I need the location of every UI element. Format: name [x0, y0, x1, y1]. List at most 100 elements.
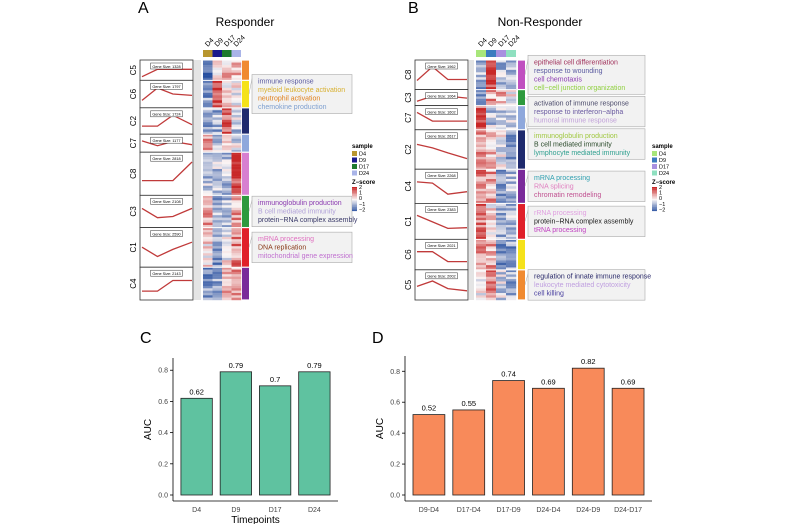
heatmap-cell — [476, 151, 487, 155]
heatmap-cell — [222, 119, 232, 123]
zscore-gradient-step — [352, 209, 357, 212]
heatmap-cell — [476, 260, 487, 263]
heatmap-cell — [496, 124, 507, 128]
zscore-tick: −2 — [659, 207, 665, 213]
enrichment-annotation: activation of immune response response to… — [524, 95, 646, 128]
heatmap-cell — [212, 236, 223, 240]
heatmap-cell — [506, 60, 517, 63]
heatmap-cell — [496, 122, 507, 126]
heatmap-cell — [203, 171, 213, 174]
sample-label: D24 — [507, 34, 521, 48]
heatmap-cell — [496, 103, 507, 106]
heatmap-cell — [506, 295, 517, 298]
heatmap-cell — [496, 82, 507, 85]
heatmap-cell — [212, 127, 223, 130]
heatmap-cell — [486, 283, 497, 287]
heatmap-cell — [496, 166, 507, 170]
heatmap-cell — [212, 124, 223, 128]
heatmap-cell — [222, 229, 232, 233]
legend-zscore-title: Z−score — [352, 180, 376, 186]
heatmap-cell — [476, 69, 487, 73]
bar-d24-d9 — [571, 367, 605, 496]
heatmap-cell — [476, 142, 487, 145]
heatmap-cell — [203, 60, 213, 63]
heatmap-cell — [231, 262, 242, 266]
heatmap-cell — [222, 222, 232, 226]
heatmap-cell — [212, 90, 223, 94]
gene-size-box — [150, 154, 183, 162]
heatmap-cell — [231, 197, 242, 201]
heatmap-cell — [496, 200, 507, 204]
heatmap-cell — [496, 115, 507, 118]
heatmap-cell — [476, 84, 487, 88]
heatmap-cell — [506, 246, 517, 249]
y-tick-label: 0.8 — [390, 369, 400, 376]
bar-d4 — [180, 397, 213, 496]
go-term: immune response — [258, 79, 314, 86]
heatmap-cell — [212, 200, 223, 203]
zscore-gradient-step — [652, 187, 657, 189]
legend-swatch — [352, 164, 357, 169]
gene-size-label: Gene Size: 2143 — [152, 272, 180, 276]
heatmap-cell — [506, 262, 517, 266]
gene-size-label: Gene Size: 1328 — [152, 65, 180, 69]
heatmap-cell — [506, 290, 517, 294]
heatmap-cell — [506, 191, 517, 194]
heatmap-cell — [222, 95, 232, 99]
heatmap-cell — [496, 105, 507, 109]
heatmap-cell — [496, 220, 507, 223]
heatmap-cell — [231, 271, 242, 275]
heatmap-cell — [476, 77, 487, 80]
heatmap-cell — [476, 120, 487, 123]
y-tick-label: 0.6 — [158, 399, 168, 406]
heatmap-cell — [212, 183, 223, 186]
heatmap-cell — [506, 124, 517, 128]
cluster-c4: C4 Gene Size: 2268 — [404, 168, 525, 204]
heatmap-cell — [222, 215, 232, 218]
heatmap-cell — [222, 77, 232, 81]
heatmap-cell — [231, 264, 242, 268]
heatmap-cell — [203, 255, 213, 259]
heatmap-cell — [486, 269, 497, 273]
heatmap-cell — [486, 210, 497, 214]
cluster-color-bar — [518, 130, 525, 169]
heatmap-cell — [506, 288, 517, 291]
heatmap-cell — [506, 147, 517, 150]
heatmap-cell — [203, 297, 213, 301]
heatmap-cell — [212, 147, 223, 151]
go-term: tRNA processing — [534, 227, 586, 234]
heatmap-cell — [476, 169, 487, 172]
heatmap-cell — [486, 62, 497, 66]
heatmap-cell — [231, 183, 242, 186]
heatmap-cell — [476, 96, 487, 99]
heatmap-cell — [222, 161, 232, 165]
heatmap-cell — [496, 265, 507, 268]
heatmap-cell — [212, 159, 223, 162]
heatmap-cell — [231, 257, 242, 261]
legend-zscore-title: Z−score — [652, 180, 676, 186]
heatmap-cell — [231, 185, 242, 189]
heatmap-cell — [506, 176, 517, 180]
heatmap-cell — [212, 72, 223, 76]
gene-size-box — [150, 136, 183, 144]
heatmap-cell — [222, 92, 232, 96]
heatmap-cell — [496, 281, 507, 284]
heatmap-cell — [231, 168, 242, 172]
heatmap-cell — [212, 207, 223, 211]
heatmap-cell — [222, 173, 232, 177]
heatmap-cell — [486, 82, 497, 85]
zscore-gradient-step — [652, 203, 657, 206]
annotation-connector — [248, 236, 253, 248]
gene-size-label: Gene Size: 2002 — [427, 275, 455, 279]
heatmap-cell — [496, 272, 507, 275]
heatmap-cell — [222, 200, 232, 203]
heatmap-cell — [506, 200, 517, 204]
heatmap-cell — [496, 69, 507, 73]
heatmap-cell — [203, 168, 213, 172]
heatmap-cell — [476, 171, 487, 175]
heatmap-cell — [496, 98, 507, 102]
heatmap-cell — [231, 178, 242, 182]
zscore-gradient-step — [352, 197, 357, 200]
cluster-label: C3 — [404, 92, 413, 103]
